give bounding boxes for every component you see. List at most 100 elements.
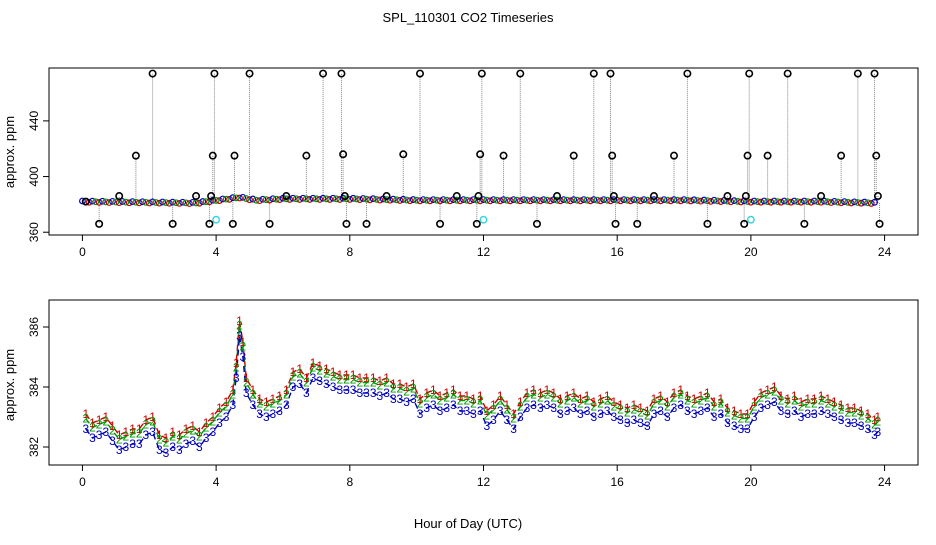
bottom-series-marker-1: 1	[557, 392, 564, 406]
top-data-point	[745, 69, 754, 78]
top-baseline-point	[506, 197, 514, 205]
bottom-series-marker-3: 3	[229, 398, 236, 412]
bottom-series-marker-2: 2	[123, 430, 130, 444]
top-baseline-point	[871, 198, 878, 206]
bottom-series-marker-2: 2	[875, 415, 882, 429]
bottom-series-marker-3: 3	[89, 431, 96, 445]
bottom-series-marker-1: 1	[784, 392, 791, 406]
top-baseline-point	[259, 195, 267, 203]
top-cyan-point	[746, 215, 755, 224]
bottom-series-marker-3: 3	[510, 422, 517, 436]
top-baseline-point	[326, 196, 334, 203]
top-baseline-point	[637, 197, 644, 205]
top-baseline-point	[617, 197, 624, 205]
top-x-tick-label: 0	[79, 245, 86, 259]
top-baseline-point	[660, 196, 668, 204]
bottom-series-marker-3: 3	[544, 398, 551, 412]
top-cyan-point	[479, 215, 488, 224]
bottom-series-marker-1: 1	[731, 404, 738, 418]
top-data-point	[382, 192, 391, 201]
bottom-series-marker-2: 2	[483, 409, 490, 423]
bottom-series-marker-3: 3	[631, 413, 638, 427]
bottom-series-marker-2: 2	[510, 412, 517, 426]
top-baseline-point	[777, 198, 785, 206]
top-baseline-point	[102, 198, 110, 206]
bottom-series-marker-1: 1	[82, 407, 89, 421]
bottom-series-marker-1: 1	[791, 389, 798, 403]
bottom-series-marker-1: 1	[96, 413, 103, 427]
bottom-series-marker-1: 1	[744, 407, 751, 421]
top-baseline-point	[339, 194, 347, 202]
bottom-series-marker-3: 3	[824, 407, 831, 421]
bottom-series-marker-3: 3	[457, 404, 464, 418]
top-data-point	[609, 192, 618, 201]
top-baseline-point	[623, 196, 631, 204]
top-baseline-point	[827, 199, 835, 206]
top-baseline-point	[460, 196, 467, 204]
top-baseline-point	[724, 197, 731, 205]
top-baseline-point	[677, 197, 685, 205]
bottom-series-marker-3: 3	[871, 428, 878, 442]
top-data-point	[837, 151, 846, 160]
top-baseline-point	[423, 196, 431, 204]
bottom-series-marker-2: 2	[229, 388, 236, 402]
top-data-point	[192, 192, 201, 201]
bottom-series-marker-1: 1	[704, 386, 711, 400]
bottom-series-marker-2: 2	[296, 367, 303, 381]
top-baseline-point	[396, 197, 404, 204]
bottom-series-marker-3: 3	[430, 398, 437, 412]
top-baseline-point	[266, 196, 273, 204]
bottom-series-marker-2: 2	[838, 403, 845, 417]
bottom-series-marker-3: 3	[497, 404, 504, 418]
top-baseline-point	[229, 194, 237, 202]
top-baseline-point	[770, 197, 778, 205]
top-data-point	[611, 219, 620, 228]
top-data-point	[800, 219, 809, 228]
bottom-series-marker-1: 1	[457, 389, 464, 403]
bottom-series-marker-2: 2	[330, 370, 337, 384]
bottom-series-marker-1: 1	[717, 392, 724, 406]
top-x-tick-label: 8	[346, 245, 353, 259]
bottom-series-marker-1: 1	[383, 371, 390, 385]
bottom-series-marker-3: 3	[203, 431, 210, 445]
top-baseline-point	[690, 196, 698, 204]
bottom-series-marker-2: 2	[303, 376, 310, 390]
bottom-series-marker-3: 3	[717, 407, 724, 421]
bottom-series-marker-2: 2	[276, 394, 283, 408]
bottom-series-marker-1: 1	[370, 371, 377, 385]
bottom-series-marker-2: 2	[731, 409, 738, 423]
bottom-series-marker-3: 3	[437, 404, 444, 418]
top-baseline-point	[312, 195, 320, 203]
top-baseline-point	[256, 197, 263, 205]
bottom-series-marker-3: 3	[323, 377, 330, 391]
bottom-series-marker-1: 1	[390, 377, 397, 391]
top-baseline-point	[272, 195, 280, 203]
top-baseline-point	[680, 196, 688, 204]
top-baseline-point	[670, 196, 678, 204]
bottom-series-marker-2: 2	[717, 397, 724, 411]
top-data-point	[477, 69, 486, 78]
bottom-series-marker-1: 1	[577, 392, 584, 406]
bottom-series-marker-3: 3	[216, 416, 223, 430]
bottom-series-marker-1: 1	[290, 365, 297, 379]
top-baseline-point	[807, 198, 815, 206]
bottom-series-marker-1: 1	[109, 419, 116, 433]
bottom-series-marker-3: 3	[577, 407, 584, 421]
top-data-point	[115, 192, 124, 201]
top-baseline-point	[640, 196, 648, 204]
top-baseline-point	[727, 198, 735, 206]
bottom-series-marker-2: 2	[497, 394, 504, 408]
top-baseline-point	[236, 194, 243, 202]
top-baseline-point	[276, 196, 284, 203]
bottom-series-marker-1: 1	[657, 389, 664, 403]
bottom-series-marker-3: 3	[443, 401, 450, 415]
top-data-point	[474, 192, 483, 201]
bottom-series-marker-2: 2	[684, 394, 691, 408]
bottom-series-marker-1: 1	[865, 407, 872, 421]
top-baseline-point	[119, 198, 126, 205]
bottom-series-marker-2: 2	[858, 409, 865, 423]
bottom-series-marker-1: 1	[664, 395, 671, 409]
bottom-series-marker-3: 3	[233, 371, 240, 385]
bottom-series-marker-3: 3	[731, 419, 738, 433]
